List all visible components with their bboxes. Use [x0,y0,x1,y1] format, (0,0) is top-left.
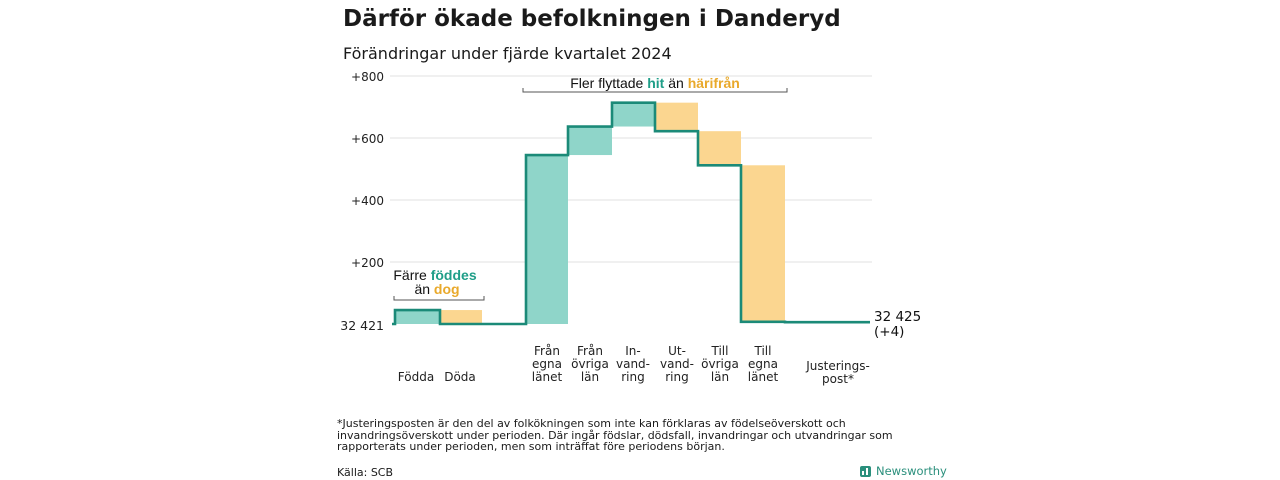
category-label-line: Till [754,344,772,358]
category-label-line: Födda [398,370,434,384]
births-annotation-text: Färre [393,267,430,283]
births-annotation-highlight: dog [434,281,460,297]
brand-name: Newsworthy [876,464,947,478]
births-annotation-line1: Färre föddes [393,267,476,283]
category-label: Justerings-post* [805,359,870,386]
y-tick-label: +600 [351,132,384,146]
category-label-line: länet [748,370,779,384]
newsworthy-icon [860,465,871,477]
category-label-line: Från [577,344,603,358]
bar [741,165,785,322]
category-label-line: vand- [660,357,694,371]
bar [655,102,698,132]
category-label-line: Justerings- [805,359,870,373]
start-value-label: 32 421 [340,318,384,333]
source-note: Källa: SCB [337,466,394,479]
category-label: Från egna länet [532,344,563,384]
category-label-line: län [581,370,599,384]
category-label-line: övriga [701,357,739,371]
category-label: Födda [398,370,434,384]
category-label-line: ring [621,370,645,384]
category-label-line: Ut- [668,344,686,358]
moves-bracket [522,88,788,93]
category-label-line: ring [665,370,689,384]
end-change-label: (+4) [874,324,904,340]
category-label-line: länet [532,370,563,384]
category-label: Från övriga län [571,344,609,384]
category-label-line: egna [748,357,778,371]
y-tick-label: +200 [351,256,384,270]
bars [395,102,785,324]
moves-annotation: Fler flyttade hit än härifrån [570,75,740,91]
bar [395,310,439,324]
brand-logo: Newsworthy [860,464,947,478]
category-label: Ut-vand-ring [660,344,694,384]
grid-lines: +800 +600 +400 +200 32 421 [340,70,872,333]
category-label-line: Till [711,344,729,358]
bar [612,102,655,127]
chart-title: Därför ökade befolkningen i Danderyd [343,6,841,32]
category-label: Till övriga län [701,344,739,384]
category-label-line: övriga [571,357,609,371]
moves-annotation-highlight: hit [647,75,664,91]
moves-annotation-text: Fler flyttade [570,75,647,91]
births-bracket [393,296,485,301]
births-annotation-text: än [414,281,433,297]
category-label-line: Från [534,344,560,358]
step-line-group [392,101,870,326]
end-value-label: 32 425 [874,309,921,325]
chart-subtitle: Förändringar under fjärde kvartalet 2024 [343,44,672,63]
category-label-line: egna [532,357,562,371]
y-tick-label: +800 [351,70,384,84]
births-annotation-highlight: föddes [431,267,477,283]
births-annotation-line2: än dog [414,281,459,297]
bar [698,131,741,166]
bar [526,155,568,324]
step-line [392,101,870,326]
bar [568,126,612,156]
category-label: In-vand-ring [616,344,650,384]
category-label-line: Döda [444,370,476,384]
category-label: Till egna länet [748,344,779,384]
category-label-line: vand- [616,357,650,371]
category-label-line: län [711,370,729,384]
bar [440,310,482,324]
y-tick-label: +400 [351,194,384,208]
category-label: Döda [444,370,476,384]
category-label-line: In- [625,344,640,358]
moves-annotation-text: än [664,75,687,91]
footnote: *Justeringsposten är den del av folkökni… [337,417,893,453]
category-label-line: post* [822,372,854,386]
moves-annotation-highlight: härifrån [688,75,740,91]
